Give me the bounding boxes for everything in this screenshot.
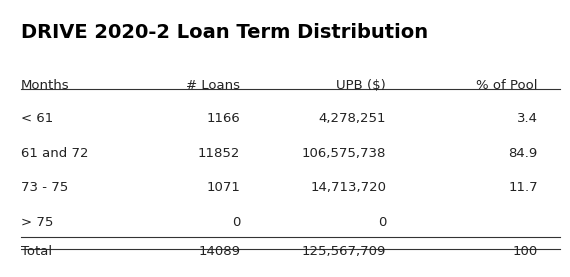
- Text: 73 - 75: 73 - 75: [21, 181, 68, 194]
- Text: 1166: 1166: [206, 112, 240, 125]
- Text: 14089: 14089: [198, 245, 240, 258]
- Text: 1071: 1071: [206, 181, 240, 194]
- Text: 0: 0: [231, 216, 240, 229]
- Text: > 75: > 75: [21, 216, 54, 229]
- Text: 4,278,251: 4,278,251: [319, 112, 386, 125]
- Text: Months: Months: [21, 79, 70, 93]
- Text: 14,713,720: 14,713,720: [310, 181, 386, 194]
- Text: Total: Total: [21, 245, 52, 258]
- Text: % of Pool: % of Pool: [477, 79, 538, 93]
- Text: 0: 0: [378, 216, 386, 229]
- Text: 3.4: 3.4: [517, 112, 538, 125]
- Text: 84.9: 84.9: [508, 147, 538, 160]
- Text: < 61: < 61: [21, 112, 53, 125]
- Text: # Loans: # Loans: [186, 79, 240, 93]
- Text: 100: 100: [512, 245, 538, 258]
- Text: 11.7: 11.7: [508, 181, 538, 194]
- Text: 125,567,709: 125,567,709: [302, 245, 386, 258]
- Text: 106,575,738: 106,575,738: [302, 147, 386, 160]
- Text: DRIVE 2020-2 Loan Term Distribution: DRIVE 2020-2 Loan Term Distribution: [21, 23, 428, 42]
- Text: 61 and 72: 61 and 72: [21, 147, 88, 160]
- Text: UPB ($): UPB ($): [336, 79, 386, 93]
- Text: 11852: 11852: [198, 147, 240, 160]
